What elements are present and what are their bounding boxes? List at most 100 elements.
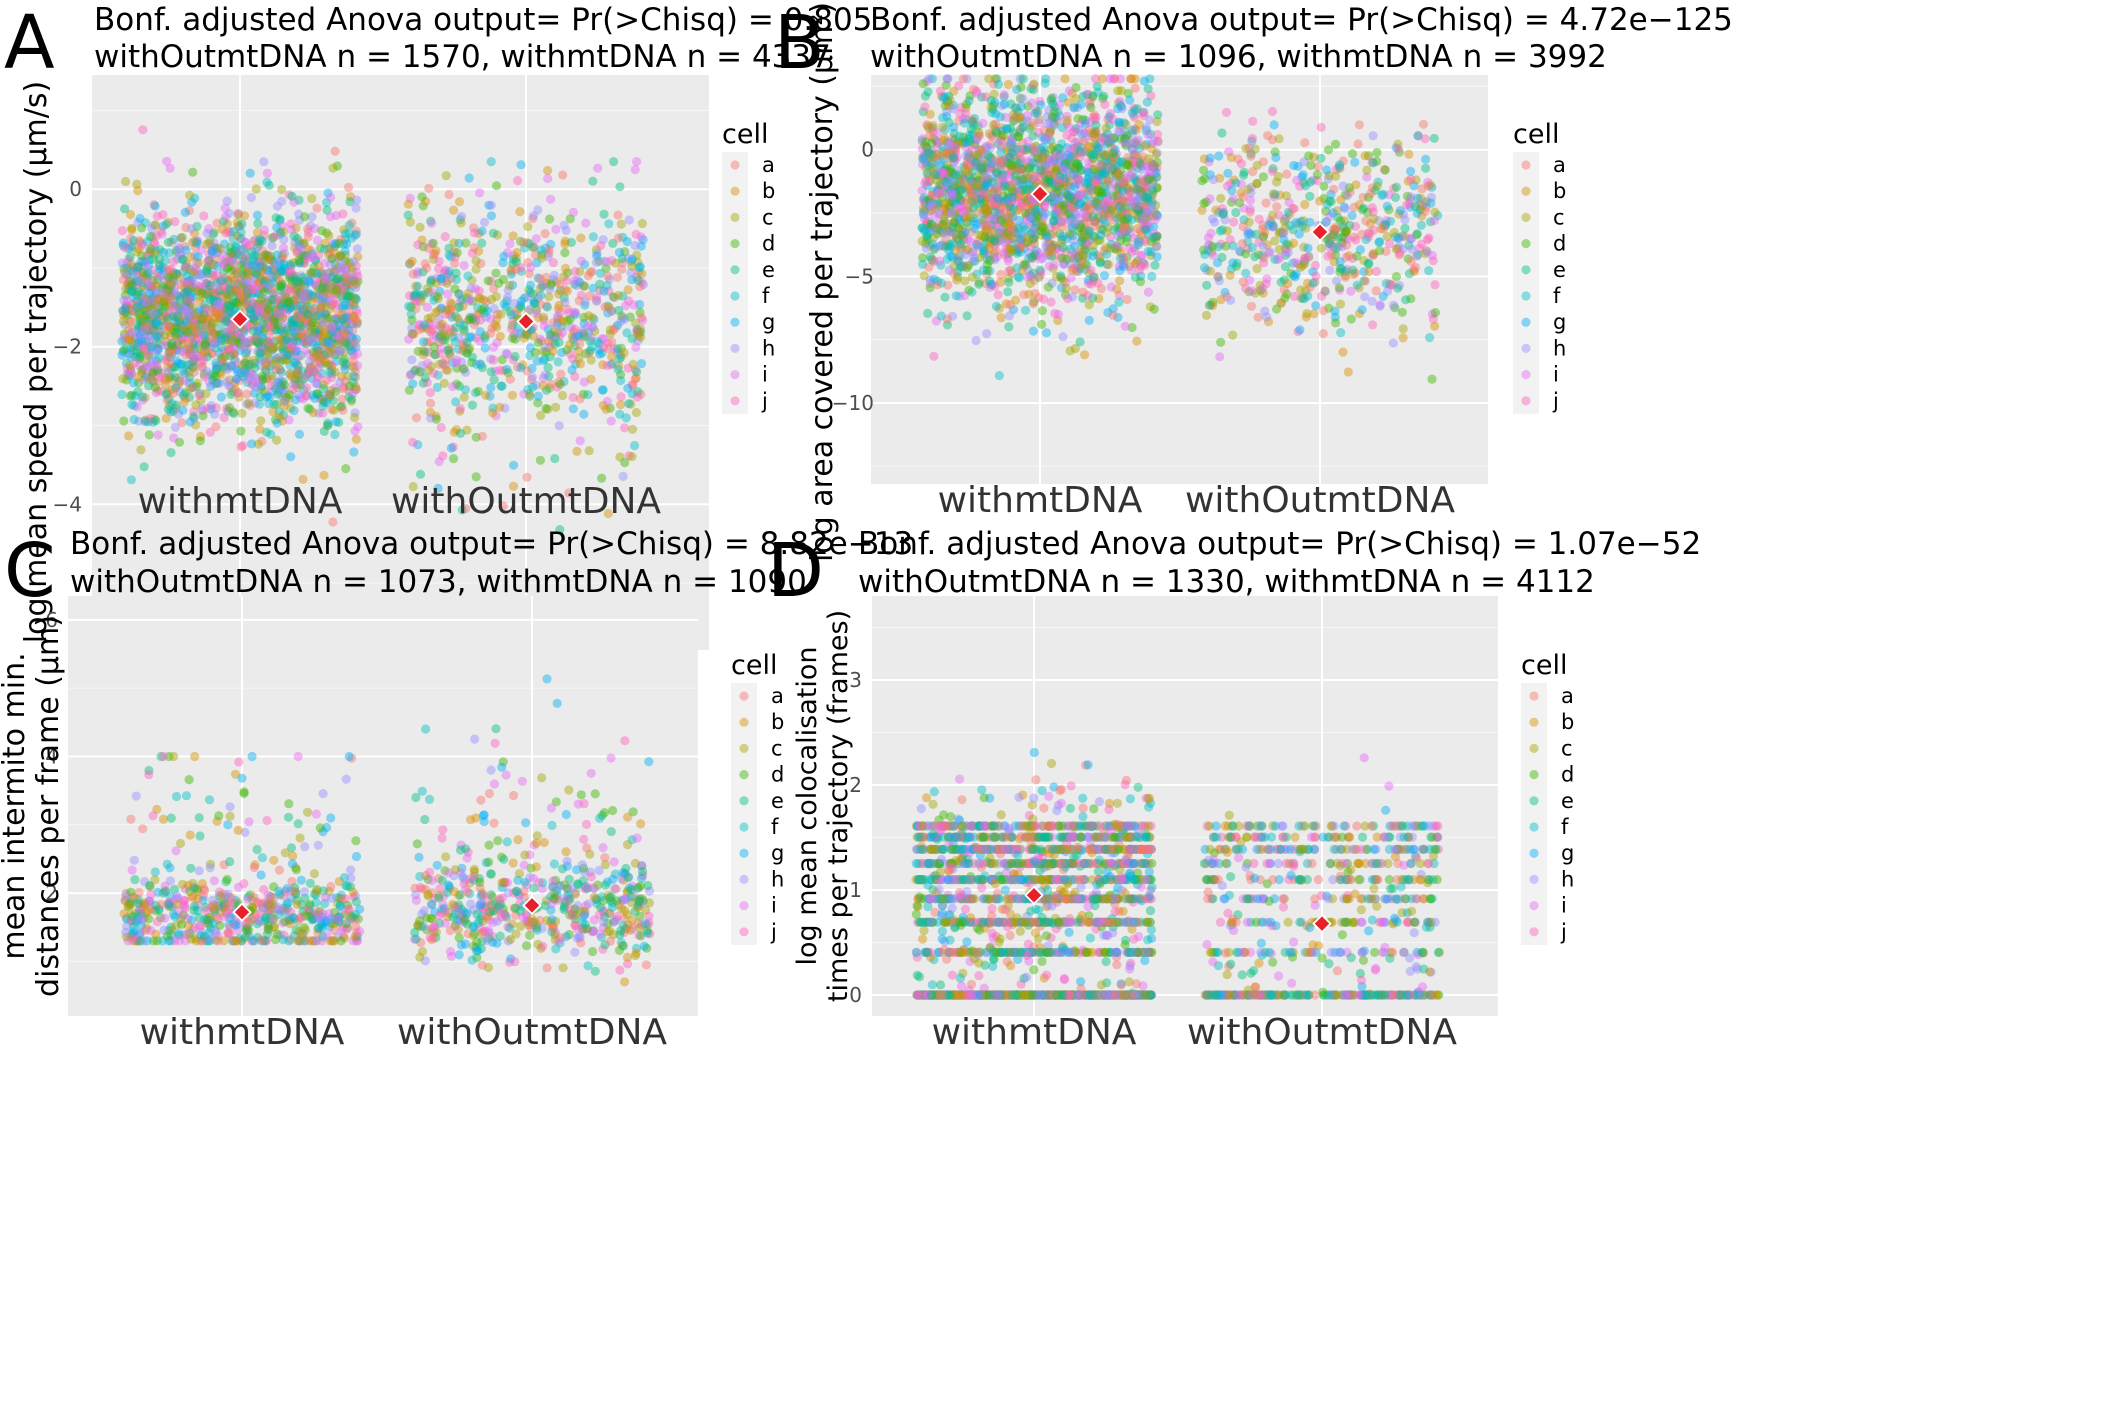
- panel-a-data-point: [341, 265, 351, 275]
- panel-a-data-point: [127, 223, 137, 233]
- panel-a-data-point: [170, 372, 180, 382]
- panel-a-data-point: [214, 295, 224, 305]
- panel-a-data-point: [215, 244, 226, 254]
- panel-a-data-point: [202, 269, 212, 279]
- panel-a-data-point: [185, 305, 195, 315]
- panel-a-data-point: [285, 271, 295, 281]
- panel-a-data-point: [608, 325, 618, 335]
- panel-a-data-point: [260, 286, 270, 296]
- panel-a-data-point: [306, 334, 316, 344]
- panel-a-data-point: [126, 475, 136, 485]
- panel-a-data-point: [286, 452, 296, 462]
- panel-a-data-point: [257, 371, 267, 381]
- panel-a-data-point: [323, 268, 333, 278]
- panel-a-data-point: [195, 436, 205, 446]
- panel-a-data-point: [510, 351, 520, 362]
- panel-a-data-point: [282, 325, 292, 335]
- panel-a-data-point: [408, 329, 418, 339]
- panel-a-data-point: [238, 371, 248, 382]
- panel-a-data-point: [586, 355, 596, 365]
- panel-a-data-point: [200, 303, 210, 313]
- panel-a-data-point: [199, 330, 209, 340]
- panel-b-data-point: [999, 99, 1010, 109]
- panel-a-data-point: [527, 372, 538, 382]
- panel-a-data-point: [453, 314, 463, 324]
- panel-a-data-point: [209, 296, 219, 307]
- panel-a-data-point: [344, 386, 354, 396]
- panel-a-data-point: [208, 331, 218, 341]
- panel-a-data-point: [185, 345, 195, 355]
- panel-a-data-point: [284, 284, 294, 294]
- panel-a-data-point: [636, 232, 646, 242]
- panel-a-data-point: [512, 328, 522, 338]
- panel-a-data-point: [200, 339, 210, 349]
- panel-a-data-point: [317, 226, 327, 236]
- panel-a-data-point: [422, 302, 432, 312]
- panel-a-data-point: [161, 293, 171, 303]
- panel-a-data-point: [240, 340, 250, 350]
- panel-a-data-point: [236, 301, 246, 311]
- panel-a-data-point: [251, 184, 261, 194]
- panel-a-data-point: [252, 210, 263, 220]
- panel-a-data-point: [244, 398, 254, 408]
- panel-b-data-point: [923, 308, 933, 318]
- panel-a-data-point: [318, 317, 328, 327]
- panel-a-data-point: [285, 267, 295, 277]
- panel-a-data-point: [505, 374, 515, 384]
- panel-a-data-point: [463, 271, 473, 281]
- panel-a-data-point: [505, 280, 515, 291]
- panel-b-data-point: [1064, 86, 1074, 96]
- panel-a-data-point: [298, 394, 308, 404]
- panel-a-data-point: [163, 272, 173, 283]
- panel-a-data-point: [205, 318, 215, 328]
- panel-a-data-point: [316, 302, 326, 312]
- panel-a-data-point: [422, 284, 432, 294]
- panel-a-data-point: [263, 391, 273, 401]
- panel-a-data-point: [526, 262, 536, 273]
- panel-a-data-point: [554, 300, 564, 310]
- panel-a-data-point: [137, 241, 147, 251]
- panel-a-data-point: [196, 357, 206, 367]
- panel-a-data-point: [189, 236, 200, 247]
- panel-a-data-point: [295, 237, 305, 247]
- panel-a-data-point: [144, 333, 155, 343]
- panel-a-data-point: [350, 413, 360, 423]
- panel-a-data-point: [211, 371, 221, 381]
- panel-b-data-point: [1034, 118, 1044, 128]
- panel-a-data-point: [476, 360, 486, 370]
- panel-a-data-point: [459, 392, 469, 402]
- panel-a-data-point: [253, 439, 263, 449]
- panel-a-data-point: [190, 242, 201, 253]
- panel-b-data-point: [1130, 272, 1140, 282]
- panel-a-data-point: [222, 377, 232, 387]
- panel-a-legend-key-f: [730, 291, 740, 301]
- panel-a-data-point: [552, 320, 562, 330]
- panel-a-title-line1: Bonf. adjusted Anova output= Pr(>Chisq) …: [94, 2, 872, 38]
- panel-b-title-line2: withOutmtDNA n = 1096, withmtDNA n = 399…: [870, 39, 1607, 75]
- panel-a-data-point: [157, 229, 167, 239]
- panel-a-data-point: [446, 443, 456, 453]
- panel-a-data-point: [139, 325, 150, 335]
- panel-a-data-point: [295, 314, 306, 324]
- panel-a-data-point: [349, 350, 359, 360]
- panel-b-data-point: [1113, 86, 1123, 96]
- panel-a-data-point: [166, 448, 176, 458]
- panel-a-data-point: [330, 259, 340, 269]
- panel-a-data-point: [283, 297, 293, 307]
- panel-a-data-point: [133, 186, 143, 196]
- panel-a-data-point: [341, 320, 351, 330]
- panel-a-data-point: [568, 404, 578, 414]
- panel-a-data-point: [224, 345, 234, 355]
- panel-a-data-point: [164, 300, 174, 310]
- panel-a-data-point: [451, 323, 461, 333]
- panel-a-data-point: [273, 307, 283, 317]
- panel-a-data-point: [125, 264, 135, 274]
- panel-a-data-point: [614, 290, 624, 301]
- panel-a-data-point: [197, 328, 207, 338]
- panel-a-legend-key-g: [730, 317, 740, 327]
- panel-a-data-point: [496, 381, 506, 391]
- panel-a-data-point: [325, 329, 335, 339]
- panel-a-data-point: [629, 300, 639, 310]
- panel-a-data-point: [197, 404, 207, 414]
- panel-a-data-point: [426, 413, 436, 423]
